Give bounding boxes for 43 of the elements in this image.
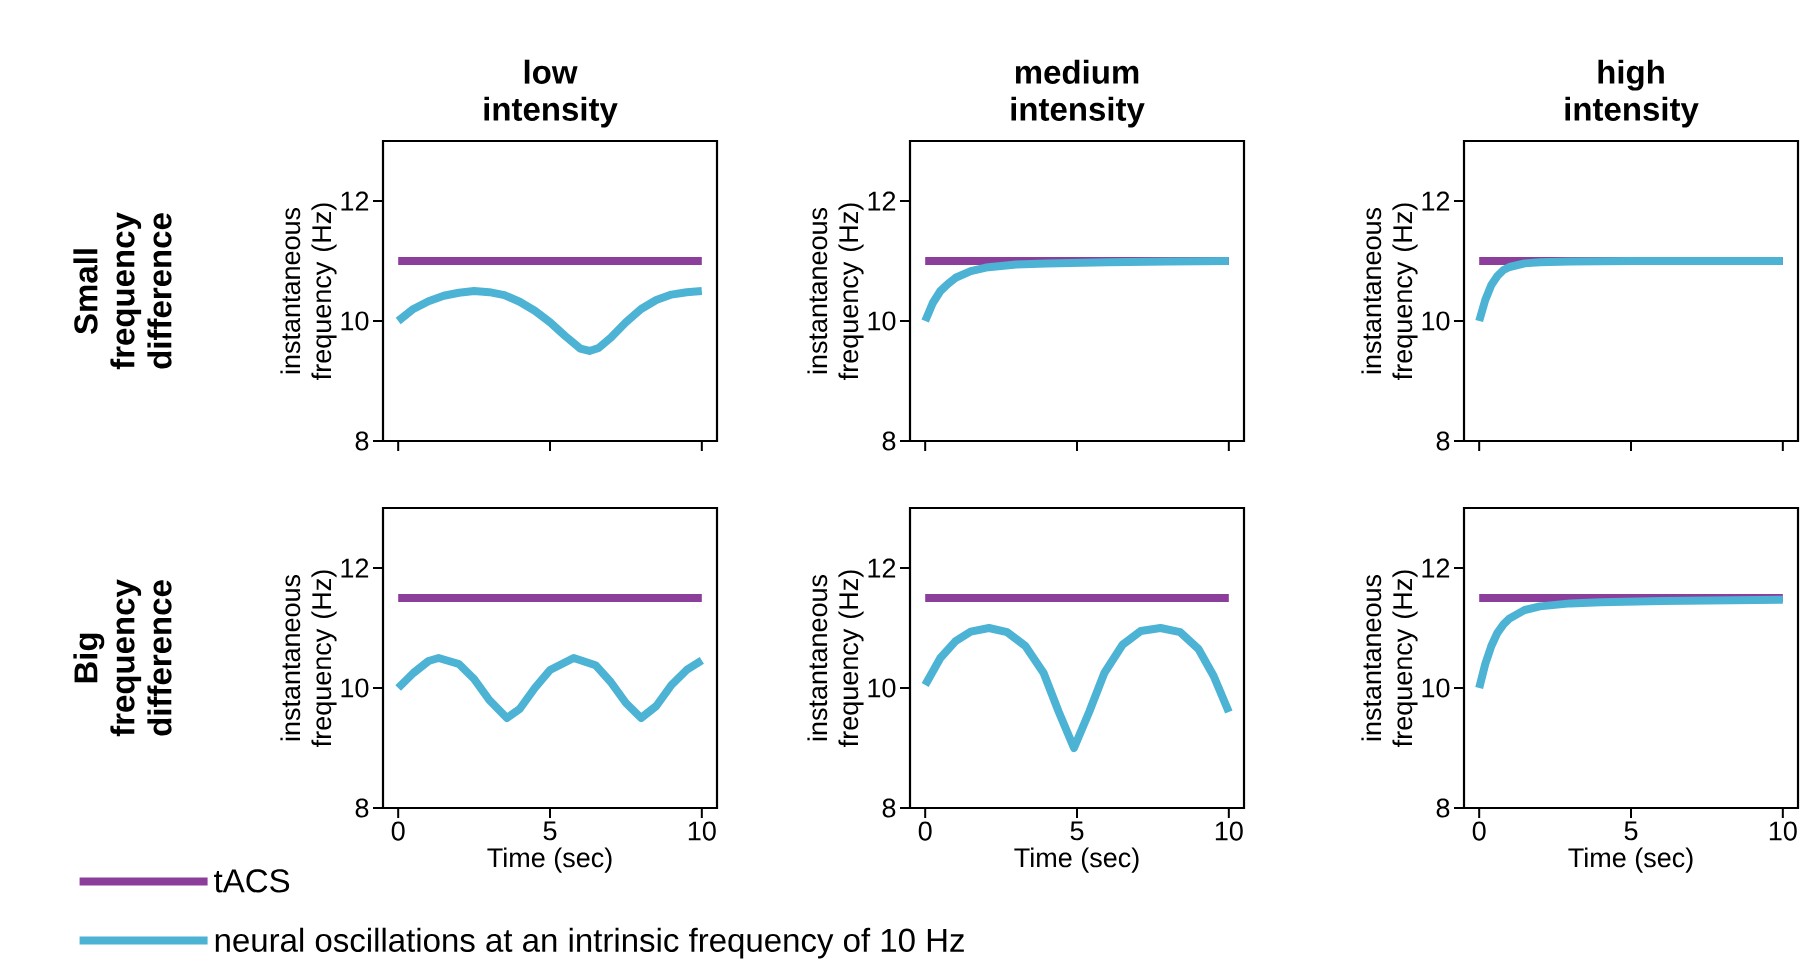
x-tick-label: 10 <box>688 821 716 841</box>
chart-title: high intensity <box>1565 59 1699 128</box>
y-tick-label: 10 <box>341 678 369 698</box>
x-tick-label: 10 <box>1769 821 1797 841</box>
y-tick-label: 8 <box>882 798 896 818</box>
y-tick-label: 12 <box>1422 191 1450 211</box>
x-axis-title: Time (sec) <box>1568 847 1693 873</box>
y-axis-title: instantaneous frequency (Hz) <box>807 203 864 380</box>
text: Small frequency difference <box>73 212 172 370</box>
y-axis-title: instantaneous frequency (Hz) <box>1361 203 1418 380</box>
y-tick-label: 8 <box>882 431 896 451</box>
x-tick-label: 5 <box>1624 821 1638 841</box>
y-tick-label: 12 <box>341 191 369 211</box>
y-tick-label: 10 <box>341 311 369 331</box>
x-tick-label: 0 <box>391 821 405 841</box>
chart-title: low intensity <box>484 59 618 128</box>
y-tick-label: 12 <box>868 191 896 211</box>
y-tick-label: 8 <box>1436 798 1450 818</box>
y-axis-title: instantaneous frequency (Hz) <box>1361 570 1418 747</box>
x-tick-label: 5 <box>1070 821 1084 841</box>
x-tick-label: 10 <box>1215 821 1243 841</box>
x-axis-title: Time (sec) <box>1014 847 1139 873</box>
y-tick-label: 12 <box>341 558 369 578</box>
x-tick-label: 5 <box>543 821 557 841</box>
x-tick-label: 0 <box>1472 821 1486 841</box>
y-axis-title: instantaneous frequency (Hz) <box>280 570 337 747</box>
x-axis-title: Time (sec) <box>487 847 612 873</box>
y-tick-label: 10 <box>1422 311 1450 331</box>
y-tick-label: 8 <box>355 798 369 818</box>
y-axis-title: instantaneous frequency (Hz) <box>280 203 337 380</box>
y-tick-label: 10 <box>1422 678 1450 698</box>
y-tick-label: 8 <box>1436 431 1450 451</box>
y-tick-label: 12 <box>868 558 896 578</box>
legend-label: neural oscillations at an intrinsic frequency of 10 Hz <box>215 927 964 959</box>
legend-label: tACS <box>214 869 290 893</box>
y-tick-label: 10 <box>868 678 896 698</box>
y-axis-title: instantaneous frequency (Hz) <box>807 570 864 747</box>
y-tick-label: 12 <box>1422 558 1450 578</box>
y-tick-label: 8 <box>355 431 369 451</box>
text: Big frequency difference <box>73 579 172 737</box>
y-tick-label: 10 <box>868 311 896 331</box>
chart-title: medium intensity <box>1011 59 1145 128</box>
x-tick-label: 0 <box>918 821 932 841</box>
